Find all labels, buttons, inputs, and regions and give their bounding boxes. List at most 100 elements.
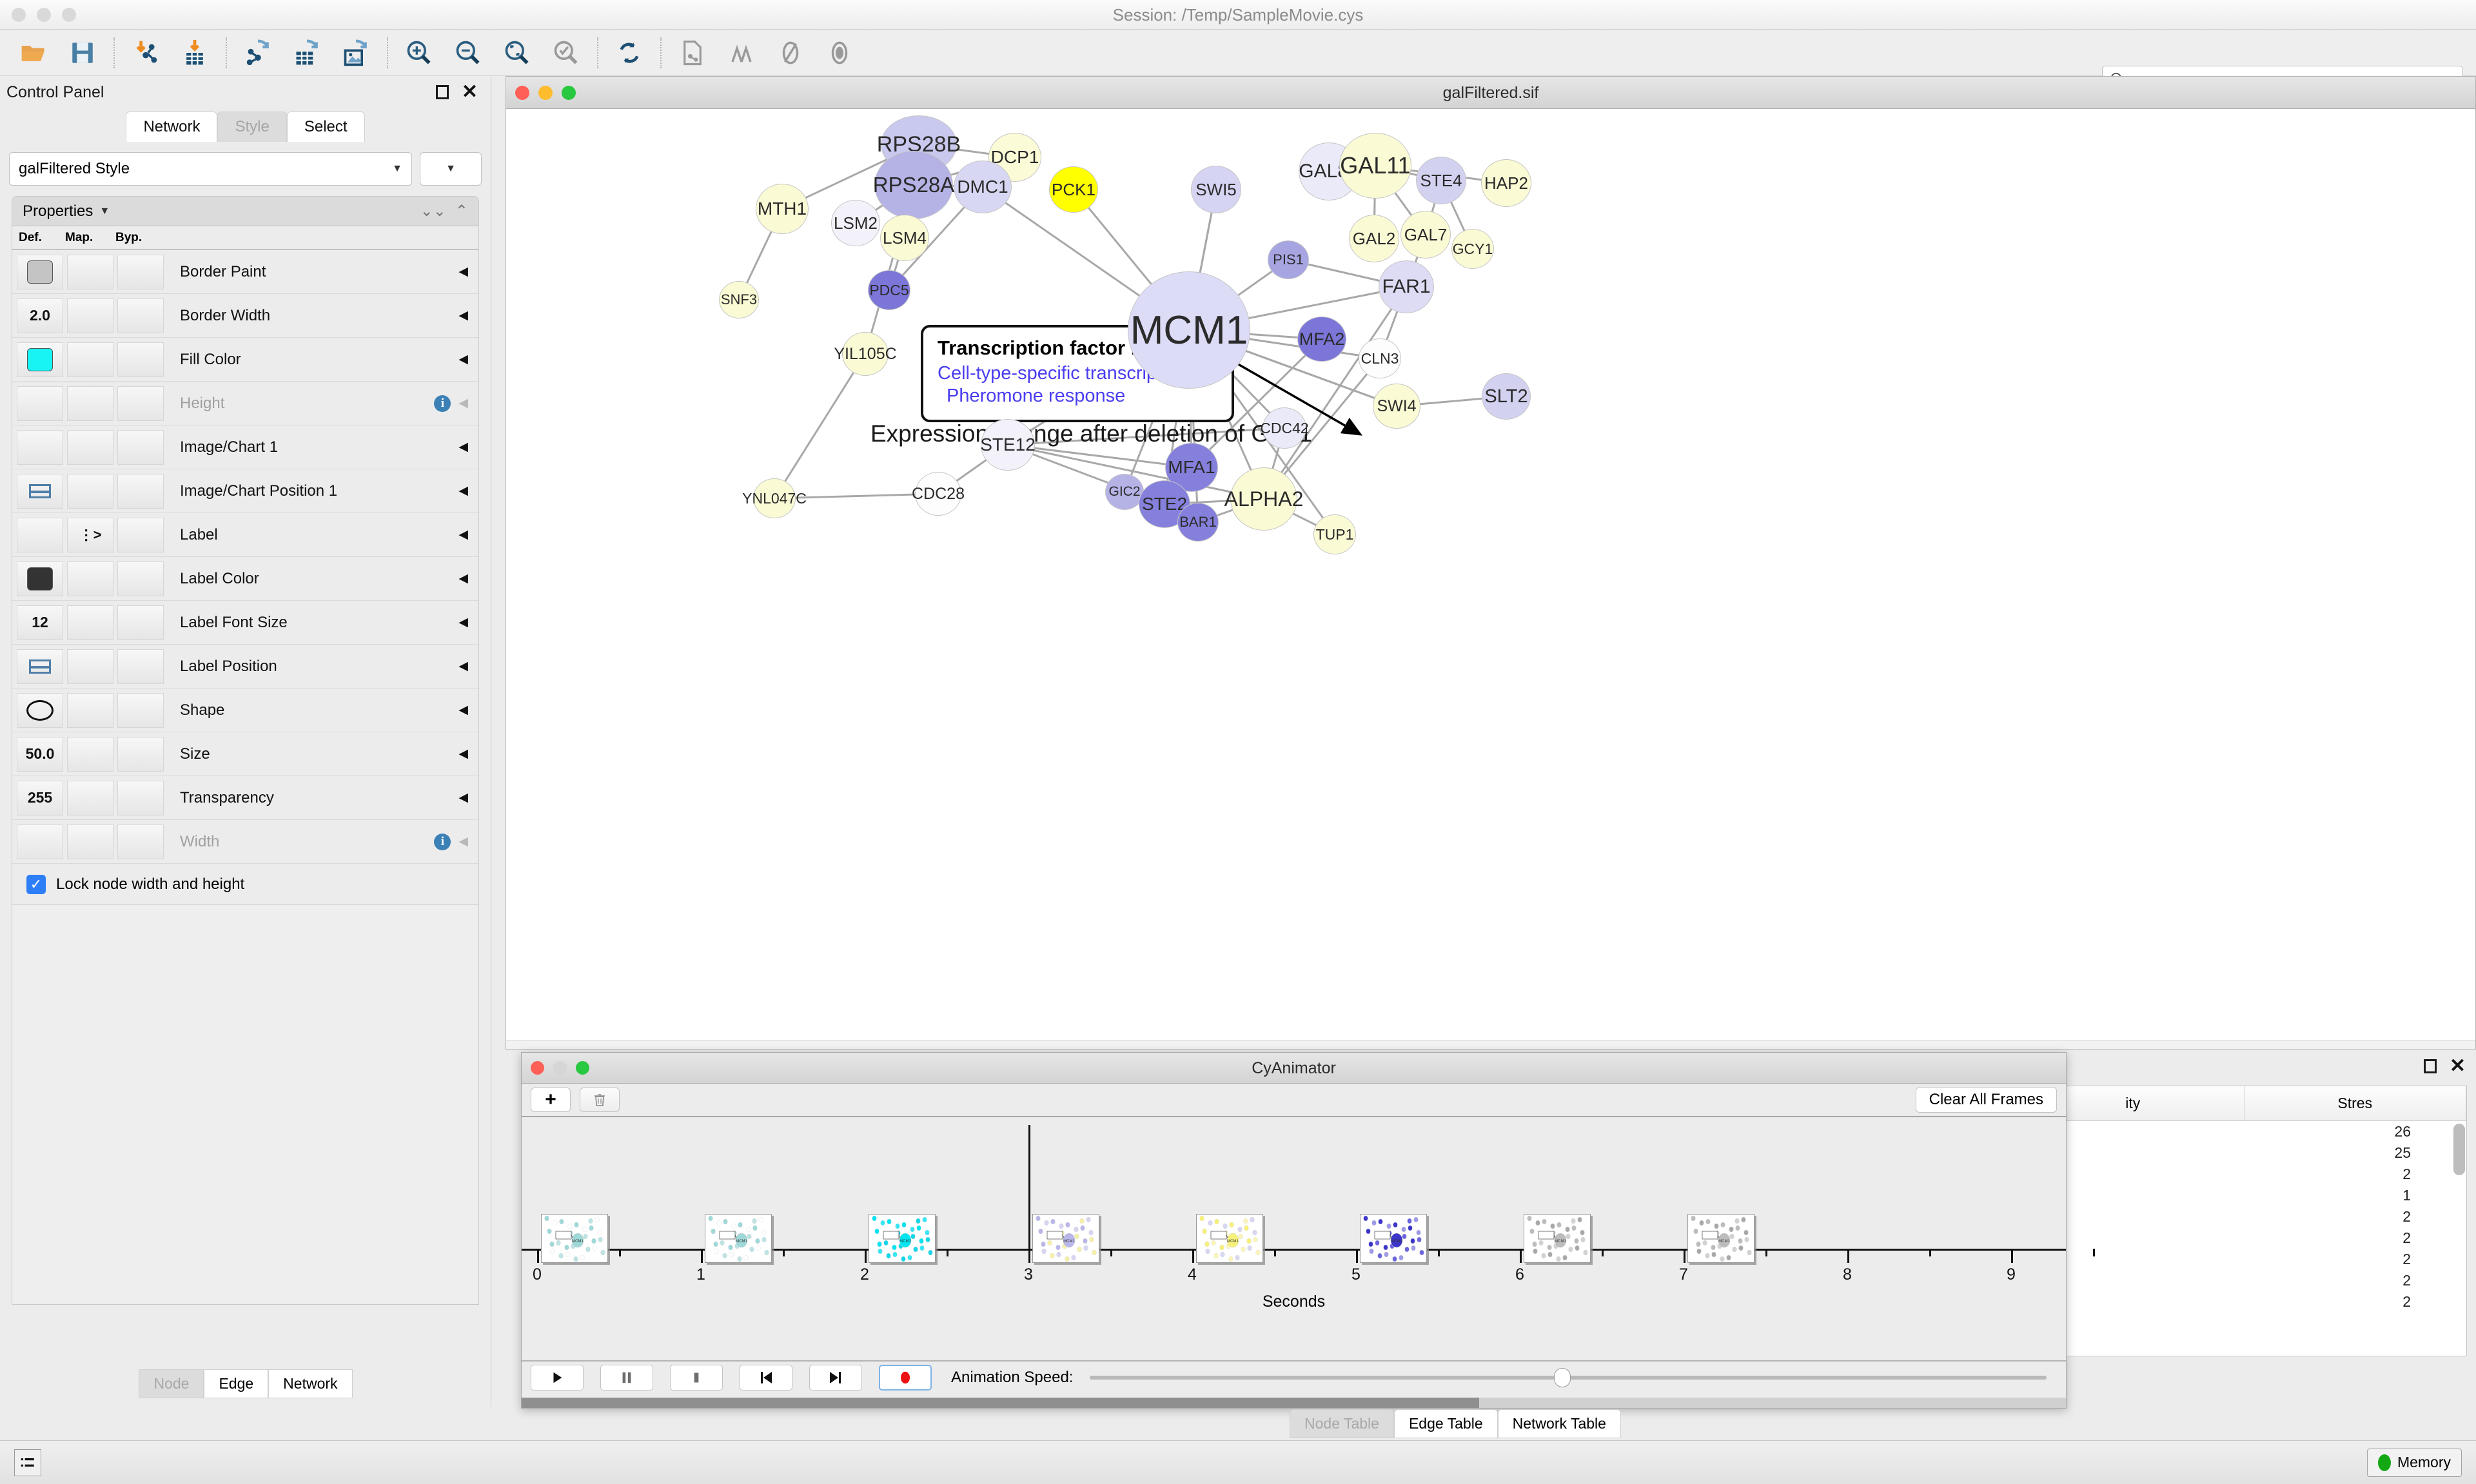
close-window-button[interactable] bbox=[515, 86, 529, 100]
expand-arrow-icon[interactable]: ◀ bbox=[458, 528, 468, 542]
timeline-frame[interactable]: MCM1 bbox=[1524, 1214, 1591, 1263]
zoom-window-button[interactable] bbox=[576, 1061, 589, 1075]
save-icon[interactable] bbox=[58, 33, 107, 73]
delete-frame-button[interactable] bbox=[580, 1088, 620, 1112]
expand-arrow-icon[interactable]: ◀ bbox=[458, 309, 468, 322]
network-node[interactable]: MFA1 bbox=[1165, 443, 1218, 492]
property-row[interactable]: ⋮> Label ◀ bbox=[12, 513, 478, 557]
tab-edge[interactable]: Edge bbox=[204, 1369, 269, 1398]
table-row[interactable]: 2 bbox=[2022, 1270, 2466, 1291]
property-mapping-cell[interactable] bbox=[67, 824, 113, 859]
property-default-cell[interactable] bbox=[17, 649, 63, 684]
tab-node-table[interactable]: Node Table bbox=[1290, 1409, 1394, 1438]
network-node[interactable]: STE4 bbox=[1416, 157, 1466, 204]
zoom-selected-icon[interactable] bbox=[542, 33, 591, 73]
network-node[interactable]: TUP1 bbox=[1313, 514, 1356, 554]
table-row[interactable]: 2 bbox=[2022, 1291, 2466, 1313]
expand-arrow-icon[interactable]: ◀ bbox=[458, 616, 468, 629]
export-image-icon[interactable] bbox=[331, 33, 380, 73]
zoom-window-button[interactable] bbox=[562, 86, 576, 100]
close-icon[interactable]: ✕ bbox=[2449, 1055, 2466, 1077]
timeline-frame[interactable]: MCM1 bbox=[1196, 1214, 1263, 1263]
network-node[interactable]: PCK1 bbox=[1049, 166, 1098, 213]
property-mapping-cell[interactable] bbox=[67, 605, 113, 640]
maximize-icon[interactable] bbox=[2423, 1059, 2437, 1073]
property-row[interactable]: 12 Label Font Size ◀ bbox=[12, 601, 478, 645]
property-mapping-cell[interactable] bbox=[67, 342, 113, 377]
property-mapping-cell[interactable] bbox=[67, 386, 113, 421]
network-horizontal-scrollbar[interactable] bbox=[506, 1040, 2475, 1049]
tab-network-style[interactable]: Network bbox=[268, 1369, 353, 1398]
property-mapping-cell[interactable] bbox=[67, 429, 113, 465]
cyanimator-traffic-lights[interactable] bbox=[531, 1061, 589, 1075]
property-default-cell[interactable] bbox=[17, 692, 63, 728]
play-button[interactable] bbox=[531, 1365, 584, 1391]
minimize-window-button[interactable] bbox=[538, 86, 553, 100]
tab-style[interactable]: Style bbox=[217, 112, 287, 142]
property-mapping-cell[interactable] bbox=[67, 561, 113, 596]
zoom-in-icon[interactable] bbox=[395, 33, 444, 73]
timeline-frame[interactable]: MCM1 bbox=[869, 1214, 936, 1263]
property-bypass-cell[interactable] bbox=[117, 561, 164, 596]
property-row[interactable]: Width i ◀ bbox=[12, 820, 478, 864]
property-bypass-cell[interactable] bbox=[117, 824, 164, 859]
network-node[interactable]: GAL7 bbox=[1400, 211, 1451, 259]
close-window-button[interactable] bbox=[531, 1061, 544, 1075]
network-canvas[interactable]: Transcription factor MCM1 Cell-type-spec… bbox=[506, 109, 2475, 1049]
property-default-cell[interactable] bbox=[17, 517, 63, 552]
chevron-double-down-icon[interactable]: ⌄⌄ bbox=[420, 202, 446, 220]
add-frame-button[interactable]: + bbox=[531, 1088, 571, 1112]
property-default-cell[interactable]: 50.0 bbox=[17, 736, 63, 772]
property-default-cell[interactable]: 2.0 bbox=[17, 298, 63, 333]
property-default-cell[interactable]: 255 bbox=[17, 780, 63, 815]
network-node[interactable]: GCY1 bbox=[1451, 229, 1494, 269]
property-row[interactable]: Fill Color ◀ bbox=[12, 338, 478, 382]
property-row[interactable]: 50.0 Size ◀ bbox=[12, 732, 478, 776]
cyanimator-horizontal-scrollbar[interactable] bbox=[522, 1398, 2066, 1408]
close-icon[interactable]: ✕ bbox=[461, 81, 478, 103]
maximize-icon[interactable] bbox=[435, 85, 449, 99]
table-row[interactable]: 26 bbox=[2022, 1121, 2466, 1142]
network-node[interactable]: PDC5 bbox=[868, 270, 910, 310]
network-node[interactable]: RPS28A bbox=[873, 151, 954, 219]
network-node[interactable]: BAR1 bbox=[1177, 503, 1219, 542]
zoom-out-icon[interactable] bbox=[444, 33, 493, 73]
expand-arrow-icon[interactable]: ◀ bbox=[458, 659, 468, 673]
network-node[interactable]: MTH1 bbox=[756, 184, 809, 234]
timeline-frame[interactable]: MCM1 bbox=[1360, 1214, 1427, 1263]
hide-selected-icon[interactable] bbox=[766, 33, 815, 73]
property-row[interactable]: Border Paint ◀ bbox=[12, 250, 478, 294]
export-table-icon[interactable] bbox=[282, 33, 331, 73]
first-neighbors-icon[interactable] bbox=[717, 33, 766, 73]
timeline-playhead[interactable] bbox=[1028, 1125, 1030, 1249]
network-node[interactable]: SLT2 bbox=[1482, 373, 1531, 420]
timeline-frame[interactable]: MCM1 bbox=[1687, 1214, 1754, 1263]
table-row[interactable]: 25 bbox=[2022, 1142, 2466, 1164]
record-button[interactable] bbox=[879, 1365, 932, 1391]
expand-arrow-icon[interactable]: ◀ bbox=[458, 265, 468, 278]
property-bypass-cell[interactable] bbox=[117, 780, 164, 815]
network-node[interactable]: LSM2 bbox=[831, 200, 880, 246]
property-row[interactable]: Shape ◀ bbox=[12, 688, 478, 732]
network-node[interactable]: SNF3 bbox=[719, 281, 759, 318]
property-bypass-cell[interactable] bbox=[117, 517, 164, 552]
property-row[interactable]: Label Color ◀ bbox=[12, 557, 478, 601]
color-swatch[interactable] bbox=[27, 260, 53, 284]
network-node[interactable]: YIL105C bbox=[834, 332, 897, 376]
export-network-icon[interactable] bbox=[233, 33, 282, 73]
animation-speed-slider[interactable] bbox=[1090, 1368, 2047, 1387]
expand-arrow-icon[interactable]: ◀ bbox=[458, 440, 468, 454]
color-swatch[interactable] bbox=[27, 347, 53, 371]
network-node[interactable]: ALPHA2 bbox=[1224, 467, 1303, 531]
timeline-frame[interactable]: MCM1 bbox=[1032, 1214, 1099, 1263]
stop-button[interactable] bbox=[670, 1365, 723, 1391]
style-select[interactable]: galFiltered Style ▼ bbox=[9, 152, 412, 186]
table-row[interactable]: 1 bbox=[2022, 1185, 2466, 1206]
list-icon[interactable] bbox=[14, 1449, 41, 1476]
network-node[interactable]: FAR1 bbox=[1379, 260, 1434, 313]
network-node[interactable]: GAL2 bbox=[1349, 215, 1399, 262]
property-row[interactable]: Label Position ◀ bbox=[12, 645, 478, 688]
expand-arrow-icon[interactable]: ◀ bbox=[458, 353, 468, 366]
minimize-window-button[interactable] bbox=[37, 8, 51, 22]
refresh-icon[interactable] bbox=[605, 33, 654, 73]
